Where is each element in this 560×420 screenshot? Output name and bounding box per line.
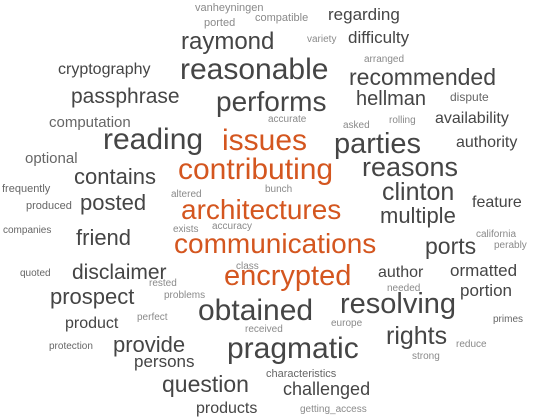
word-variety: variety xyxy=(307,34,337,45)
word-produced: produced xyxy=(26,200,72,212)
word-needed: needed xyxy=(387,283,421,294)
word-cryptography: cryptography xyxy=(58,61,151,78)
word-rolling: rolling xyxy=(389,115,416,126)
word-author: author xyxy=(378,264,424,281)
word-provide: provide xyxy=(113,332,186,357)
word-perably: perably xyxy=(494,240,527,251)
word-products: products xyxy=(196,400,258,417)
word-primes: primes xyxy=(493,314,524,325)
word-getting-access: getting_access xyxy=(300,404,367,415)
word-computation: computation xyxy=(49,114,131,131)
word-ports: ports xyxy=(425,233,477,259)
word-friend: friend xyxy=(76,225,132,250)
word-ormatted: ormatted xyxy=(450,261,518,280)
word-optional: optional xyxy=(25,150,78,167)
word-received: received xyxy=(245,324,283,335)
word-difficulty: difficulty xyxy=(348,28,410,47)
word-hellman: hellman xyxy=(356,88,427,110)
word-feature: feature xyxy=(472,194,522,211)
word-issues: issues xyxy=(222,124,308,157)
word-problems: problems xyxy=(164,290,206,301)
word-regarding: regarding xyxy=(328,5,400,24)
word-reading: reading xyxy=(103,123,204,156)
word-question: question xyxy=(162,371,249,397)
word-vanheyningen: vanheyningen xyxy=(195,2,264,14)
word-characteristics: characteristics xyxy=(266,368,337,380)
word-pragmatic: pragmatic xyxy=(227,332,359,365)
word-reasons: reasons xyxy=(362,152,459,182)
word-bunch: bunch xyxy=(265,184,293,195)
word-passphrase: passphrase xyxy=(71,85,180,108)
word-europe: europe xyxy=(331,318,363,329)
word-communications: communications xyxy=(174,228,377,259)
word-contains: contains xyxy=(74,164,156,189)
word-altered: altered xyxy=(171,189,202,200)
word-rights: rights xyxy=(386,322,448,350)
word-posted: posted xyxy=(80,190,147,215)
word-recommended: recommended xyxy=(349,64,497,90)
word-prospect: prospect xyxy=(50,284,135,309)
word-reasonable: reasonable xyxy=(180,53,329,86)
word-encrypted: encrypted xyxy=(224,260,352,292)
word-persons: persons xyxy=(134,352,195,371)
word-quoted: quoted xyxy=(20,268,51,279)
word-challenged: challenged xyxy=(283,379,371,399)
word-california: california xyxy=(476,229,517,240)
word-rested: rested xyxy=(149,278,177,289)
word-resolving: resolving xyxy=(340,288,457,320)
word-clinton: clinton xyxy=(382,178,455,206)
word-architectures: architectures xyxy=(181,194,342,225)
word-exists: exists xyxy=(173,224,199,235)
word-companies: companies xyxy=(3,225,52,236)
word-asked: asked xyxy=(343,120,370,131)
word-raymond: raymond xyxy=(181,28,275,55)
word-multiple: multiple xyxy=(380,203,456,228)
word-dispute: dispute xyxy=(450,90,489,104)
word-performs: performs xyxy=(216,86,327,117)
word-protection: protection xyxy=(49,341,93,352)
word-disclaimer: disclaimer xyxy=(72,261,167,284)
word-frequently: frequently xyxy=(2,183,51,195)
word-reduce: reduce xyxy=(456,339,487,350)
word-accuracy: accuracy xyxy=(212,221,253,232)
word-parties: parties xyxy=(334,128,422,160)
word-arranged: arranged xyxy=(364,54,405,65)
word-strong: strong xyxy=(412,351,440,362)
word-contributing: contributing xyxy=(178,153,334,186)
word-product: product xyxy=(65,315,119,332)
word-availability: availability xyxy=(435,110,509,127)
word-ported: ported xyxy=(204,17,236,29)
word-authority: authority xyxy=(456,134,518,151)
word-class: class xyxy=(236,261,259,272)
word-portion: portion xyxy=(460,281,512,300)
word-perfect: perfect xyxy=(137,312,168,323)
word-compatible: compatible xyxy=(255,12,309,24)
word-accurate: accurate xyxy=(268,114,307,125)
word-obtained: obtained xyxy=(198,294,314,327)
